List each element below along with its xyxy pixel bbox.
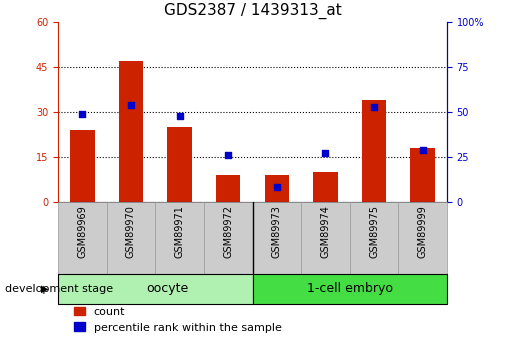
Bar (70, 130, 94, 202)
Point (419, 147, 427, 152)
Bar (313, 172, 337, 202)
Text: GSM89999: GSM89999 (418, 205, 428, 258)
Text: oocyte: oocyte (146, 283, 188, 295)
Point (224, 152, 232, 158)
Text: GSM89974: GSM89974 (320, 205, 330, 258)
Point (127, 102, 135, 108)
Text: 1-cell embryo: 1-cell embryo (307, 283, 393, 295)
Text: GSM89971: GSM89971 (175, 205, 185, 258)
Text: development stage: development stage (5, 284, 113, 294)
Point (370, 104, 378, 109)
Bar (58, 274, 252, 304)
Bar (265, 175, 289, 202)
Text: GSM89972: GSM89972 (223, 205, 233, 258)
Bar (168, 127, 192, 202)
Bar (216, 175, 240, 202)
Bar (156, 202, 204, 274)
Bar (252, 274, 447, 304)
Bar (107, 202, 156, 274)
Text: GSM89973: GSM89973 (272, 205, 282, 258)
Bar (58, 202, 107, 274)
Text: GSM89970: GSM89970 (126, 205, 136, 258)
Bar (411, 148, 435, 202)
Bar (301, 202, 350, 274)
Bar (398, 202, 447, 274)
Point (273, 185, 281, 190)
Point (176, 113, 184, 118)
Bar (350, 202, 398, 274)
Text: ▶: ▶ (40, 284, 48, 294)
Point (321, 151, 329, 156)
Legend: count, percentile rank within the sample: count, percentile rank within the sample (74, 307, 282, 333)
Bar (362, 100, 386, 202)
Text: GSM89975: GSM89975 (369, 205, 379, 258)
Bar (204, 202, 252, 274)
Bar (119, 61, 143, 202)
Bar (252, 202, 301, 274)
Text: GDS2387 / 1439313_at: GDS2387 / 1439313_at (164, 3, 341, 19)
Point (78, 111, 86, 117)
Text: GSM89969: GSM89969 (77, 205, 87, 258)
